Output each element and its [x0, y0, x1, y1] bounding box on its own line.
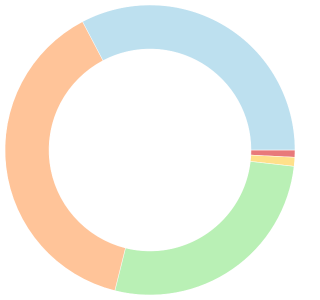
doughnut-slice — [4, 21, 126, 291]
chart — [4, 4, 296, 296]
doughnut-slice — [82, 4, 296, 151]
doughnut-slice — [114, 161, 295, 296]
